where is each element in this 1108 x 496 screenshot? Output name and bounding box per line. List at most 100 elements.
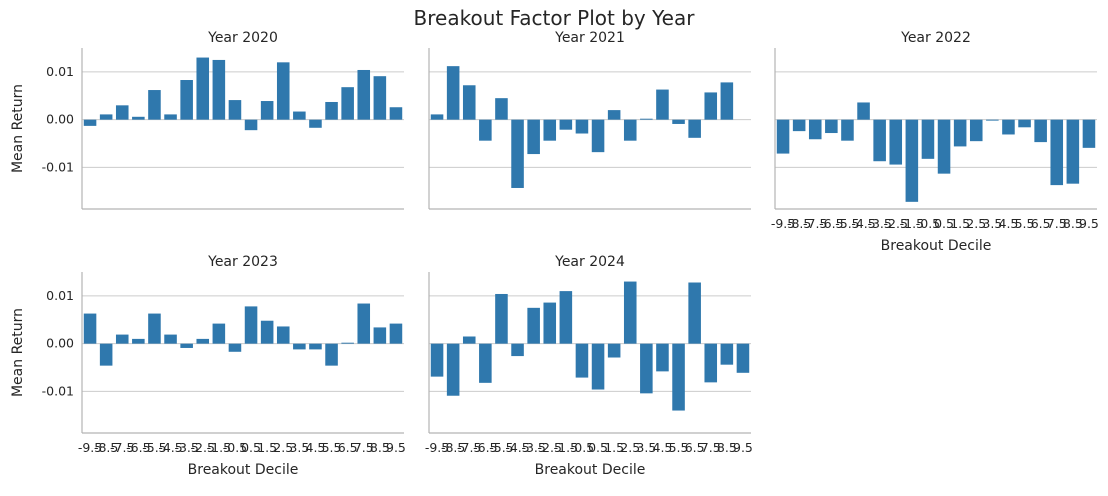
bar xyxy=(623,281,637,344)
y-tick-label: -0.01 xyxy=(42,159,74,174)
bar xyxy=(244,119,258,131)
x-tick-label: -5.5 xyxy=(142,440,166,455)
x-tick-label: -9.5 xyxy=(771,216,795,231)
panel-title: Year 2020 xyxy=(207,30,278,46)
y-axis-label: Mean Return xyxy=(10,308,26,397)
bar xyxy=(905,119,919,202)
x-tick-label: 3.5 xyxy=(289,440,309,455)
panel-title: Year 2021 xyxy=(554,30,625,46)
bar xyxy=(228,343,242,352)
x-axis-label: Breakout Decile xyxy=(535,462,646,478)
x-tick-label: 7.5 xyxy=(701,440,721,455)
x-tick-label: 1.5 xyxy=(257,440,277,455)
x-tick-label: 6.5 xyxy=(685,440,705,455)
bar xyxy=(575,119,589,134)
panel-year-2021: Year 2021 xyxy=(428,30,751,210)
bar xyxy=(196,57,210,120)
bar xyxy=(656,89,669,120)
y-tick-label: 0.01 xyxy=(46,288,74,303)
bar xyxy=(841,119,854,141)
x-tick-label: -8.5 xyxy=(94,440,118,455)
bar xyxy=(462,85,476,120)
x-tick-label: -1.5 xyxy=(554,440,578,455)
bar xyxy=(115,105,129,120)
x-tick-label: -2.5 xyxy=(191,440,215,455)
bar xyxy=(937,119,951,174)
x-tick-label: -7.5 xyxy=(457,440,481,455)
bar xyxy=(293,343,306,350)
bar xyxy=(688,282,701,344)
x-tick-label: -0.5 xyxy=(570,440,594,455)
bar xyxy=(164,334,177,344)
bar xyxy=(293,111,306,120)
bar xyxy=(656,343,669,372)
bar xyxy=(511,343,524,357)
bar xyxy=(1066,119,1080,184)
x-tick-label: 7.5 xyxy=(1047,216,1067,231)
bar xyxy=(825,119,838,134)
bar xyxy=(341,87,354,120)
bar xyxy=(559,291,573,344)
bar xyxy=(115,334,129,344)
bar xyxy=(889,119,903,165)
bar xyxy=(446,343,460,396)
x-tick-label: 5.5 xyxy=(1015,216,1035,231)
bar xyxy=(132,116,145,120)
panel-year-2024: Year 2024 -9.5-8.5-7.5-6.5-5.5-4.5-3.5-2.… xyxy=(425,254,753,478)
bar xyxy=(83,313,97,344)
bar xyxy=(495,293,508,344)
panel-year-2023: Year 2023 0.01 0.00 -0.01 Mean Return -9.5-8.… xyxy=(10,254,406,478)
x-tick-label: 7.5 xyxy=(354,440,374,455)
x-tick-label: -3.5 xyxy=(521,440,545,455)
bar xyxy=(857,102,870,120)
bar xyxy=(276,62,290,120)
panel-title: Year 2024 xyxy=(554,254,625,270)
x-tick-label: 3.5 xyxy=(636,440,656,455)
bar xyxy=(495,98,508,120)
x-tick-label: 9.5 xyxy=(733,440,753,455)
x-axis-label: Breakout Decile xyxy=(188,462,299,478)
figure-title: Breakout Factor Plot by Year xyxy=(414,6,696,30)
bar xyxy=(212,59,226,120)
x-tick-label: 2.5 xyxy=(273,440,293,455)
x-tick-label: 4.5 xyxy=(653,440,673,455)
x-tick-label: -8.5 xyxy=(441,440,465,455)
bar xyxy=(479,343,492,383)
bar xyxy=(808,119,822,140)
x-tick-label: 8.5 xyxy=(1063,216,1083,231)
bar xyxy=(309,119,322,128)
bar xyxy=(341,342,354,344)
bar xyxy=(325,343,338,366)
bar xyxy=(148,313,161,344)
bar xyxy=(357,303,371,344)
y-tick-label: 0.01 xyxy=(46,64,74,79)
bar xyxy=(276,326,290,344)
bar xyxy=(446,66,460,120)
x-tick-label: -7.5 xyxy=(110,440,134,455)
x-tick-label: 2.5 xyxy=(620,440,640,455)
bar xyxy=(720,82,734,120)
bar xyxy=(640,118,653,120)
bar xyxy=(462,336,476,344)
x-tick-label: 5.5 xyxy=(322,440,342,455)
bar xyxy=(543,119,557,141)
bar xyxy=(672,343,685,411)
x-tick-label: -5.5 xyxy=(835,216,859,231)
bar xyxy=(1018,119,1031,128)
bar xyxy=(607,343,621,358)
panel-year-2020: Year 2020 0.01 0.00 -0.01 Mean Return xyxy=(10,30,404,210)
x-tick-label: -3.5 xyxy=(867,216,891,231)
bar xyxy=(527,119,540,155)
bar xyxy=(99,343,113,366)
x-tick-label: 6.5 xyxy=(338,440,358,455)
bar xyxy=(623,119,637,141)
bar xyxy=(969,119,983,142)
x-tick-label: -4.5 xyxy=(851,216,875,231)
bar xyxy=(164,114,177,120)
x-tick-label: 0.5 xyxy=(588,440,608,455)
bar xyxy=(309,343,322,350)
bar xyxy=(389,323,403,344)
x-tick-label: 1.5 xyxy=(604,440,624,455)
bar xyxy=(873,119,886,162)
